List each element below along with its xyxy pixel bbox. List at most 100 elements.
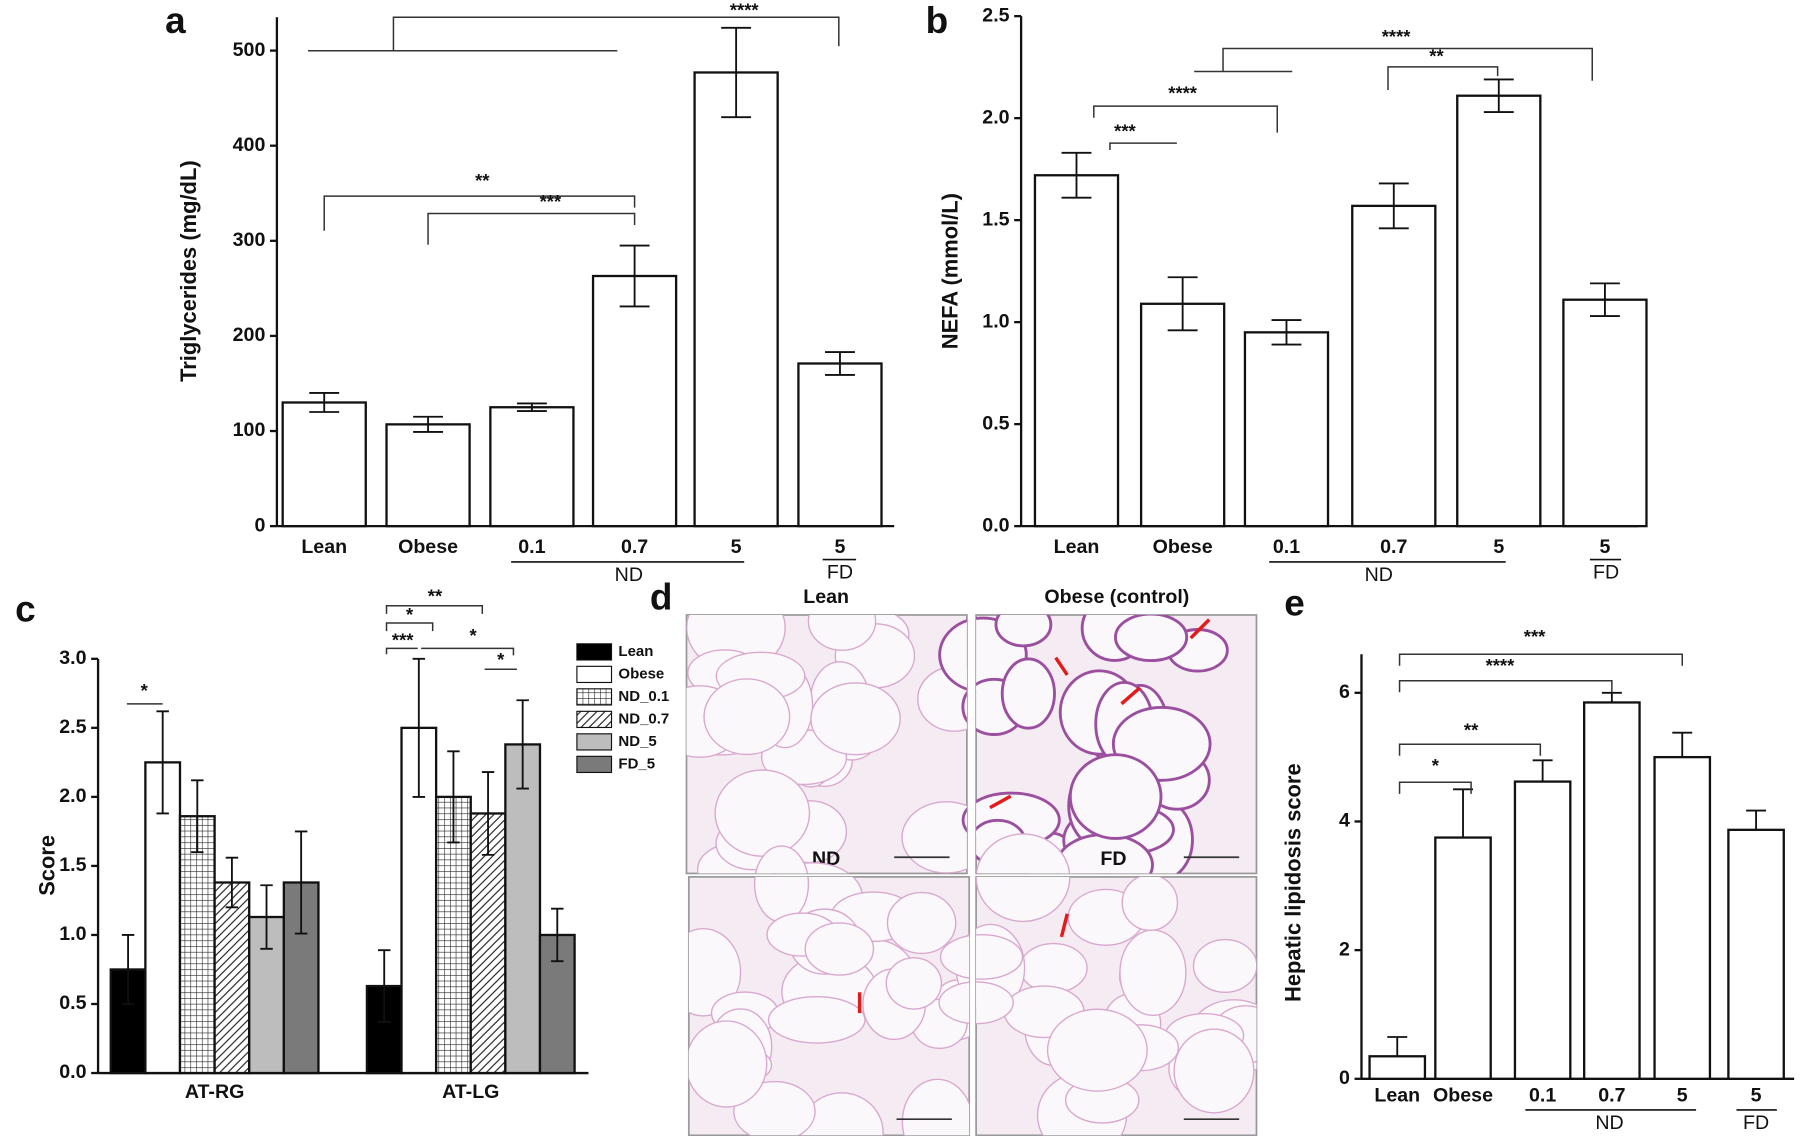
significance-label: **** (730, 0, 760, 20)
significance-bracket (392, 16, 840, 51)
error-bar (225, 856, 239, 909)
error-bar (413, 415, 444, 433)
bar (489, 406, 575, 528)
bar (797, 362, 883, 528)
error-bar (1532, 759, 1553, 782)
x-tick-label: Lean (1374, 1084, 1420, 1106)
significance-label: * (406, 604, 414, 625)
cell (938, 981, 1014, 1025)
legend-label: Lean (618, 643, 653, 660)
y-tick-label: 1.5 (982, 208, 1009, 230)
bar (1351, 204, 1437, 528)
y-tick-label: 6 (1339, 681, 1350, 703)
y-tick-label: 2 (1339, 938, 1350, 960)
x-tick-label: AT-RG (185, 1081, 245, 1103)
micrograph-title: FD (1100, 848, 1126, 870)
significance-bracket (1398, 679, 1613, 693)
error-bar (1601, 691, 1622, 703)
x-tick-label: 0.7 (1598, 1084, 1625, 1106)
significance-bracket (385, 647, 418, 655)
significance-label: **** (1486, 655, 1516, 676)
cell (939, 934, 1024, 980)
bar (1243, 331, 1330, 528)
bar (178, 815, 216, 1075)
bar (469, 812, 507, 1075)
y-tick-label: 0 (1339, 1067, 1350, 1089)
bar (1562, 298, 1648, 528)
x-tick-label: 5 (1677, 1084, 1688, 1106)
significance-label: ** (1429, 46, 1444, 67)
legend-label: Obese (618, 665, 664, 682)
bar (385, 423, 471, 528)
group-label: ND (1365, 564, 1393, 586)
y-tick-label: 300 (233, 229, 266, 251)
significance-bracket (1398, 781, 1472, 794)
legend-swatch (576, 665, 613, 684)
group-label: ND (615, 564, 643, 586)
cell (1192, 938, 1257, 994)
y-tick-label: 0.0 (982, 514, 1009, 536)
x-tick-label: 0.1 (518, 536, 545, 558)
significance-bracket (1398, 653, 1683, 666)
red-arrow (1120, 686, 1142, 706)
x-tick-label: Lean (301, 536, 347, 558)
panel-label: b (926, 0, 949, 41)
cell (885, 957, 943, 1010)
error-bar (619, 244, 650, 308)
cell (1046, 1008, 1148, 1092)
micrograph-title: Lean (803, 586, 849, 608)
cell (1068, 753, 1163, 840)
y-tick-label: 3.0 (59, 647, 86, 669)
legend-label: ND_0.1 (618, 688, 669, 705)
y-axis-label: Score (34, 835, 59, 896)
y-tick-label: 0.0 (59, 1061, 86, 1083)
bar (1456, 94, 1542, 528)
significance-bracket (1093, 105, 1279, 133)
x-tick-label: Obese (1433, 1084, 1493, 1106)
cell (1019, 942, 1088, 994)
bar (1368, 1055, 1427, 1080)
x-tick-label: AT-LG (442, 1081, 499, 1103)
error-bar (1271, 319, 1302, 346)
red-arrow (989, 794, 1012, 810)
bar (504, 743, 542, 1075)
significance-label: * (1432, 755, 1440, 776)
y-tick-label: 1.0 (59, 923, 86, 945)
y-axis-label: Hepatic lipidosis score (1280, 763, 1305, 1002)
error-bar (1061, 151, 1092, 199)
panel-label: d (650, 577, 673, 618)
micrograph-cells (686, 614, 992, 897)
error-bar (721, 26, 752, 119)
y-tick-label: 0.5 (982, 412, 1009, 434)
cell (1121, 874, 1179, 932)
bar (1139, 302, 1226, 528)
significance-bracket (427, 212, 636, 245)
bar (1727, 828, 1785, 1080)
y-tick-label: 1.5 (59, 854, 86, 876)
y-tick-label: 200 (233, 324, 266, 346)
y-tick-label: 500 (233, 39, 266, 61)
error-bar (294, 830, 308, 935)
significance-bracket (385, 604, 484, 614)
group-label: FD (1593, 562, 1619, 584)
x-tick-label: 0.7 (1380, 536, 1407, 558)
significance-label: **** (1168, 82, 1198, 103)
x-tick-label: 0.1 (1273, 536, 1300, 558)
error-bar (260, 884, 273, 950)
cell (1000, 657, 1056, 730)
significance-label: * (497, 649, 505, 670)
error-bar (1746, 809, 1767, 830)
red-arrow (1054, 656, 1069, 676)
significance-bracket (1398, 743, 1542, 756)
cell (804, 922, 875, 976)
legend-swatch (576, 643, 613, 661)
significance-bracket (385, 622, 434, 632)
y-tick-label: 0.5 (59, 992, 86, 1014)
error-bar (412, 657, 426, 798)
legend-swatch (576, 733, 613, 751)
x-tick-label: 5 (731, 536, 742, 558)
y-tick-label: 400 (233, 134, 266, 156)
cell (975, 833, 1071, 923)
error-bar (156, 710, 169, 815)
cell (807, 614, 877, 651)
